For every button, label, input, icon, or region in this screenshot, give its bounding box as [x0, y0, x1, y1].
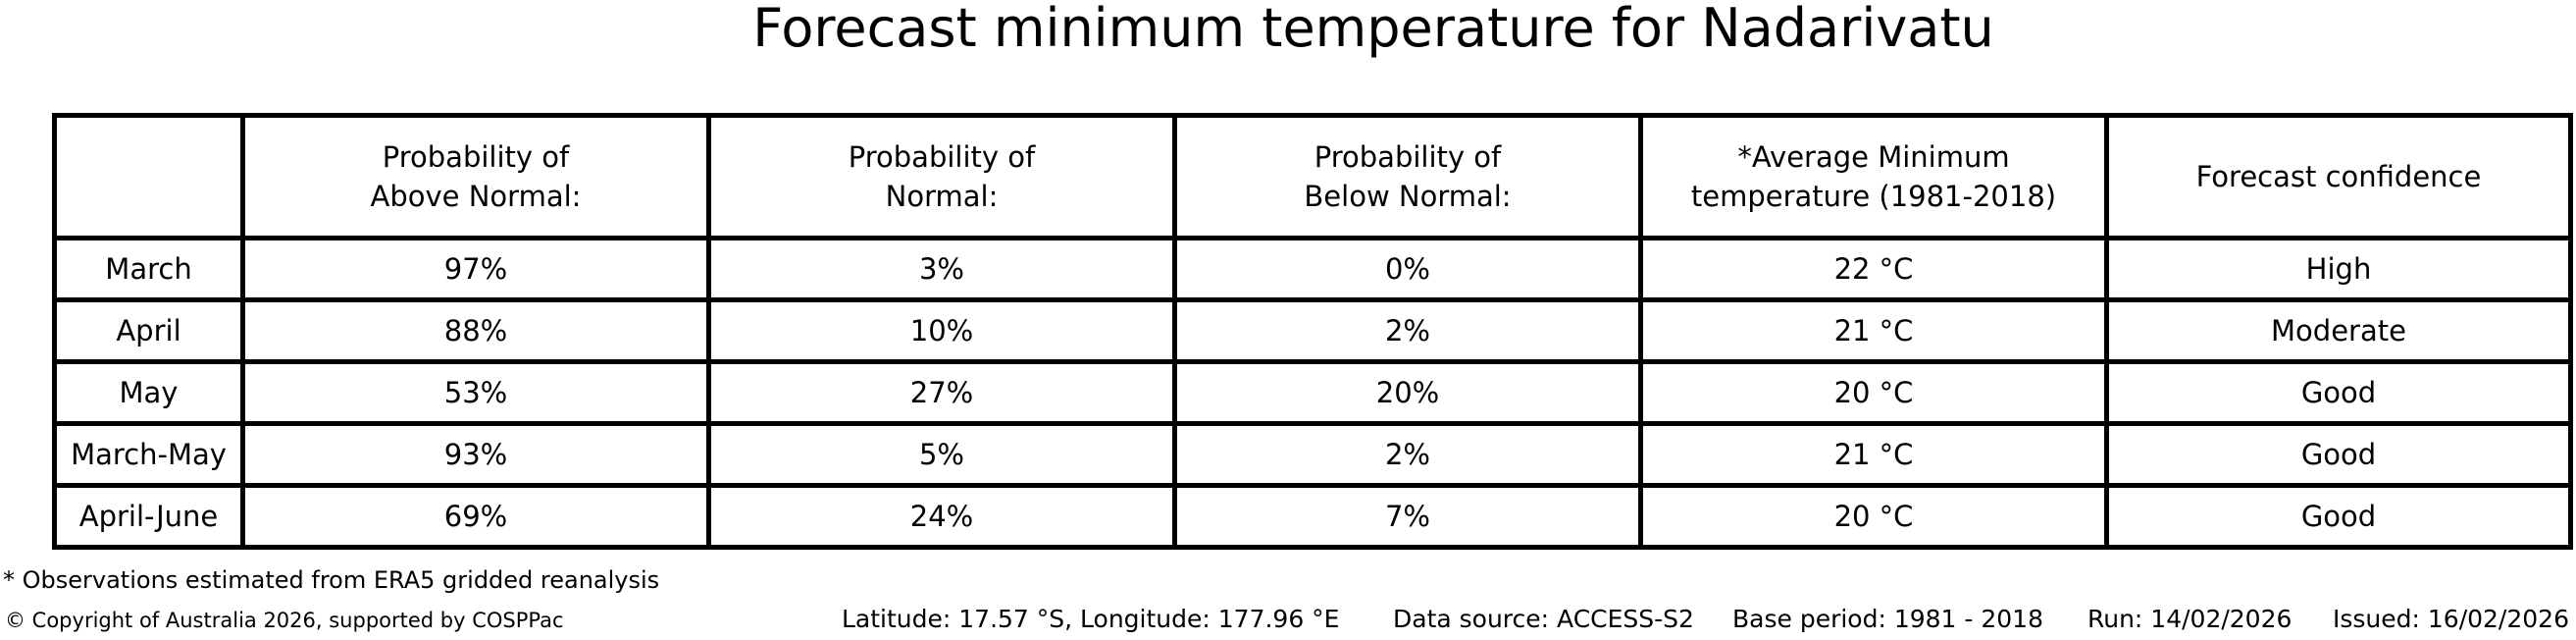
observations-footnote: * Observations estimated from ERA5 gridd… [3, 566, 660, 594]
base-period-text: Base period: 1981 - 2018 [1732, 605, 2043, 633]
page-title: Forecast minimum temperature for Nadariv… [752, 0, 1994, 59]
cell-normal: 5% [706, 421, 1177, 488]
cell-above-normal: 69% [240, 483, 711, 550]
column-header-above-normal: Probability of Above Normal: [240, 113, 711, 240]
row-label: April [52, 297, 245, 364]
issued-date-text: Issued: 16/02/2026 [2333, 605, 2569, 633]
cell-normal: 3% [706, 236, 1177, 302]
cell-average-temp: 21 °C [1638, 421, 2109, 488]
cell-average-temp: 22 °C [1638, 236, 2109, 302]
cell-confidence: Good [2104, 421, 2573, 488]
cell-above-normal: 97% [240, 236, 711, 302]
data-source-text: Data source: ACCESS-S2 [1393, 605, 1694, 633]
cell-above-normal: 88% [240, 297, 711, 364]
empty-corner-cell [52, 113, 245, 240]
cell-below-normal: 7% [1172, 483, 1643, 550]
cell-normal: 10% [706, 297, 1177, 364]
table-row-march: March 97% 3% 0% 22 °C High [52, 236, 2573, 302]
cell-average-temp: 21 °C [1638, 297, 2109, 364]
cell-confidence: Moderate [2104, 297, 2573, 364]
row-label: March [52, 236, 245, 302]
forecast-table: Probability of Above Normal: Probability… [52, 113, 2573, 550]
cell-average-temp: 20 °C [1638, 359, 2109, 426]
cell-confidence: High [2104, 236, 2573, 302]
cell-below-normal: 20% [1172, 359, 1643, 426]
cell-below-normal: 2% [1172, 297, 1643, 364]
location-coordinates: Latitude: 17.57 °S, Longitude: 177.96 °E [842, 605, 1340, 633]
cell-confidence: Good [2104, 483, 2573, 550]
cell-confidence: Good [2104, 359, 2573, 426]
column-header-normal: Probability of Normal: [706, 113, 1177, 240]
cell-normal: 27% [706, 359, 1177, 426]
run-date-text: Run: 14/02/2026 [2087, 605, 2293, 633]
cell-normal: 24% [706, 483, 1177, 550]
table-row-march-may: March-May 93% 5% 2% 21 °C Good [52, 421, 2573, 488]
table-header-row: Probability of Above Normal: Probability… [52, 113, 2573, 240]
cell-below-normal: 2% [1172, 421, 1643, 488]
column-header-average-min-temp: *Average Minimum temperature (1981-2018) [1638, 113, 2109, 240]
cell-above-normal: 93% [240, 421, 711, 488]
copyright-text: © Copyright of Australia 2026, supported… [5, 609, 564, 632]
table-row-april-june: April-June 69% 24% 7% 20 °C Good [52, 483, 2573, 550]
cell-average-temp: 20 °C [1638, 483, 2109, 550]
column-header-forecast-confidence: Forecast confidence [2104, 113, 2573, 240]
row-label: May [52, 359, 245, 426]
table-row-april: April 88% 10% 2% 21 °C Moderate [52, 297, 2573, 364]
row-label: April-June [52, 483, 245, 550]
cell-below-normal: 0% [1172, 236, 1643, 302]
cell-above-normal: 53% [240, 359, 711, 426]
column-header-below-normal: Probability of Below Normal: [1172, 113, 1643, 240]
row-label: March-May [52, 421, 245, 488]
table-row-may: May 53% 27% 20% 20 °C Good [52, 359, 2573, 426]
